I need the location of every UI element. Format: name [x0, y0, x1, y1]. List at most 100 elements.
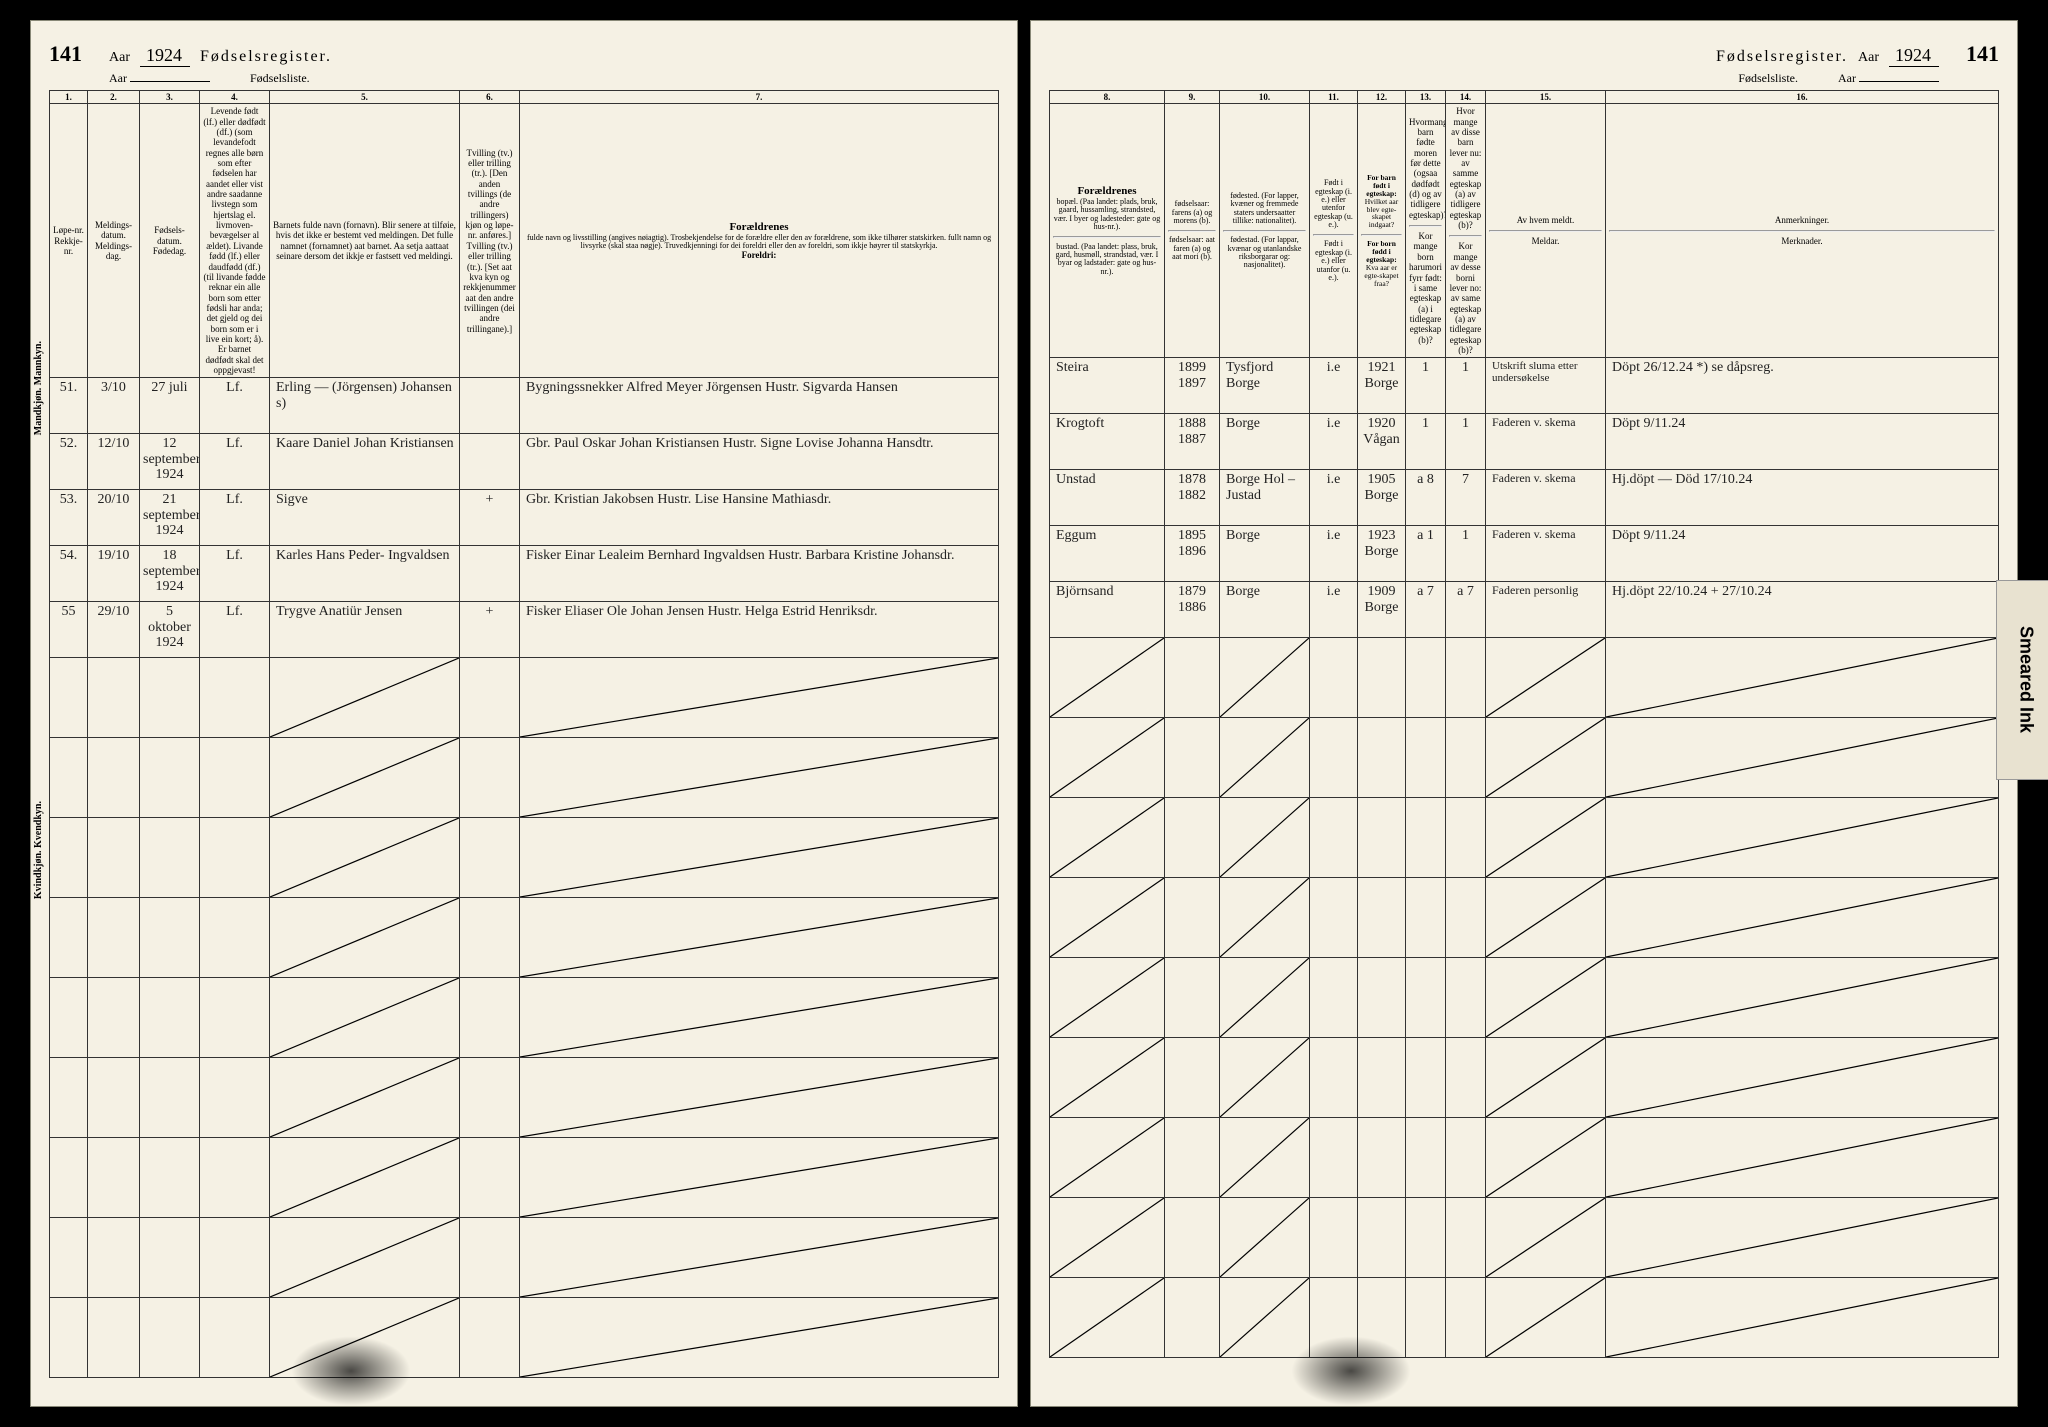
hd-12a: Hvilket aar blev egte-skapet indgaat? — [1361, 198, 1402, 230]
c-navn: Karles Hans Peder- Ingvaldsen — [270, 546, 460, 602]
sub-header-right: Fødselsliste. Aar — [1109, 71, 1939, 86]
thumb-shadow-left — [291, 1336, 411, 1406]
coln-10: 10. — [1220, 91, 1310, 104]
c-tv — [460, 434, 520, 490]
c-ie: i.e — [1310, 470, 1358, 526]
c-meld: 3/10 — [88, 378, 140, 434]
c-navn: Erling — (Jörgensen) Johansen s) — [270, 378, 460, 434]
coln-16: 16. — [1606, 91, 1999, 104]
coln-5: 5. — [270, 91, 460, 104]
page-number-right: 141 — [1949, 41, 1999, 67]
c-fod: 27 juli — [140, 378, 200, 434]
c-meldt: Utskrift sluma etter undersøkelse — [1486, 358, 1606, 414]
hd-14a: Hvor mange av disse barn lever nu: av sa… — [1449, 106, 1482, 230]
c-fod: 5 oktober 1924 — [140, 602, 200, 658]
coln-15: 15. — [1486, 91, 1606, 104]
hd-11: Født i egteskap (i. e.) eller utenfor eg… — [1310, 104, 1358, 358]
c-aar: 1899 1897 — [1165, 358, 1220, 414]
c-13: 1 — [1406, 358, 1446, 414]
c-fsted: Borge — [1220, 414, 1310, 470]
strike-diag — [270, 658, 459, 737]
empty-row — [50, 1298, 999, 1378]
c-parents: Fisker Eliaser Ole Johan Jensen Hustr. H… — [520, 602, 999, 658]
page-left: Mandkjøn. Mannkyn. Kvindkjøn. Kvendkyn. … — [30, 20, 1018, 1407]
coln-9: 9. — [1165, 91, 1220, 104]
empty-row — [1050, 798, 1999, 878]
hdr-aar-label: Aar — [109, 50, 130, 66]
table-row: 51. 3/10 27 juli Lf. Erling — (Jörgensen… — [50, 378, 999, 434]
empty-row — [1050, 1038, 1999, 1118]
c-anm: Döpt 9/11.24 — [1606, 414, 1999, 470]
page-number-left: 141 — [49, 41, 99, 67]
strike-diag — [520, 658, 998, 737]
coln-1: 1. — [50, 91, 88, 104]
c-tv — [460, 378, 520, 434]
c-lf: Lf. — [200, 490, 270, 546]
hd-13b: Kor mange born harumori fyrr født: i sam… — [1409, 231, 1442, 345]
coln-3: 3. — [140, 91, 200, 104]
c-parents: Bygningssnekker Alfred Meyer Jörgensen H… — [520, 378, 999, 434]
hd-11b: Født i egteskap (i. e.) eller utanfor (u… — [1313, 240, 1354, 282]
c-egte: 1909 Borge — [1358, 582, 1406, 638]
hd-13: Hvormange barn fødte moren før dette (og… — [1406, 104, 1446, 358]
c-parents: Gbr. Kristian Jakobsen Hustr. Lise Hansi… — [520, 490, 999, 546]
c-navn: Sigve — [270, 490, 460, 546]
c-fsted: Tysfjord Borge — [1220, 358, 1310, 414]
table-row: Björnsand 1879 1886 Borge i.e 1909 Borge… — [1050, 582, 1999, 638]
hdr-title-left: Fødselsregister. — [200, 48, 332, 66]
hd-1: Løpe-nr. Rekkje-nr. — [50, 104, 88, 378]
hd-4: Levende født (lf.) eller dødfødt (df.) (… — [200, 104, 270, 378]
c-lf: Lf. — [200, 546, 270, 602]
c-meldt: Faderen personlig — [1486, 582, 1606, 638]
coln-2: 2. — [88, 91, 140, 104]
sub-aar: Aar — [109, 71, 127, 85]
c-lf: Lf. — [200, 378, 270, 434]
strike-diag — [1050, 638, 1164, 717]
header-row-right: Forældrenes bopæl. (Paa landet: plads, b… — [1050, 104, 1999, 358]
c-aar: 1878 1882 — [1165, 470, 1220, 526]
c-ie: i.e — [1310, 582, 1358, 638]
register-table-left: 1. 2. 3. 4. 5. 6. 7. Løpe-nr. Rekkje-nr.… — [49, 90, 999, 1378]
hd-7-sub: Foreldri: — [523, 250, 995, 260]
coln-8: 8. — [1050, 91, 1165, 104]
hdr-year-right: 1924 — [1889, 45, 1939, 67]
hd-7-body: fulde navn og livsstilling (angives nøia… — [523, 234, 995, 251]
c-aar: 1895 1896 — [1165, 526, 1220, 582]
c-meldt: Faderen v. skema — [1486, 526, 1606, 582]
c-14: 1 — [1446, 414, 1486, 470]
hd-15a: Av hvem meldt. — [1489, 215, 1602, 225]
empty-row — [50, 978, 999, 1058]
c-parents: Fisker Einar Lealeim Bernhard Ingvaldsen… — [520, 546, 999, 602]
c-anm: Hj.döpt 22/10.24 + 27/10.24 — [1606, 582, 1999, 638]
table-row: 54. 19/10 18 september 1924 Lf. Karles H… — [50, 546, 999, 602]
c-fod: 18 september 1924 — [140, 546, 200, 602]
c-bopael: Steira — [1050, 358, 1165, 414]
c-13: a 1 — [1406, 526, 1446, 582]
hd-16b: Merknader. — [1609, 236, 1995, 246]
index-tab[interactable]: Smeared Ink — [1996, 580, 2048, 780]
hd-9: fødselsaar: farens (a) og morens (b). fø… — [1165, 104, 1220, 358]
c-fsted: Borge — [1220, 526, 1310, 582]
empty-row — [50, 1058, 999, 1138]
c-parents: Gbr. Paul Oskar Johan Kristiansen Hustr.… — [520, 434, 999, 490]
c-aar: 1879 1886 — [1165, 582, 1220, 638]
c-ie: i.e — [1310, 358, 1358, 414]
c-meld: 12/10 — [88, 434, 140, 490]
hd-16: Anmerkninger. Merknader. — [1606, 104, 1999, 358]
c-14: 1 — [1446, 358, 1486, 414]
c-egte: 1923 Borge — [1358, 526, 1406, 582]
coln-14: 14. — [1446, 91, 1486, 104]
c-ie: i.e — [1310, 526, 1358, 582]
c-n: 52. — [50, 434, 88, 490]
table-row: Eggum 1895 1896 Borge i.e 1923 Borge a 1… — [1050, 526, 1999, 582]
c-tv — [460, 546, 520, 602]
empty-row — [1050, 1278, 1999, 1358]
side-label-mann: Mandkjøn. Mannkyn. — [33, 341, 44, 435]
hd-7: Forældrenes fulde navn og livsstilling (… — [520, 104, 999, 378]
sub-fodsel-r: Fødselsliste. — [1738, 71, 1798, 86]
hd-12s2: For born fødd i egteskap: — [1361, 240, 1402, 264]
hd-6: Tvilling (tv.) eller trilling (tr.). [De… — [460, 104, 520, 378]
coln-7: 7. — [520, 91, 999, 104]
sub-aar-r: Aar — [1838, 71, 1856, 85]
hd-10: fødested. (For lapper, kvæner og fremmed… — [1220, 104, 1310, 358]
